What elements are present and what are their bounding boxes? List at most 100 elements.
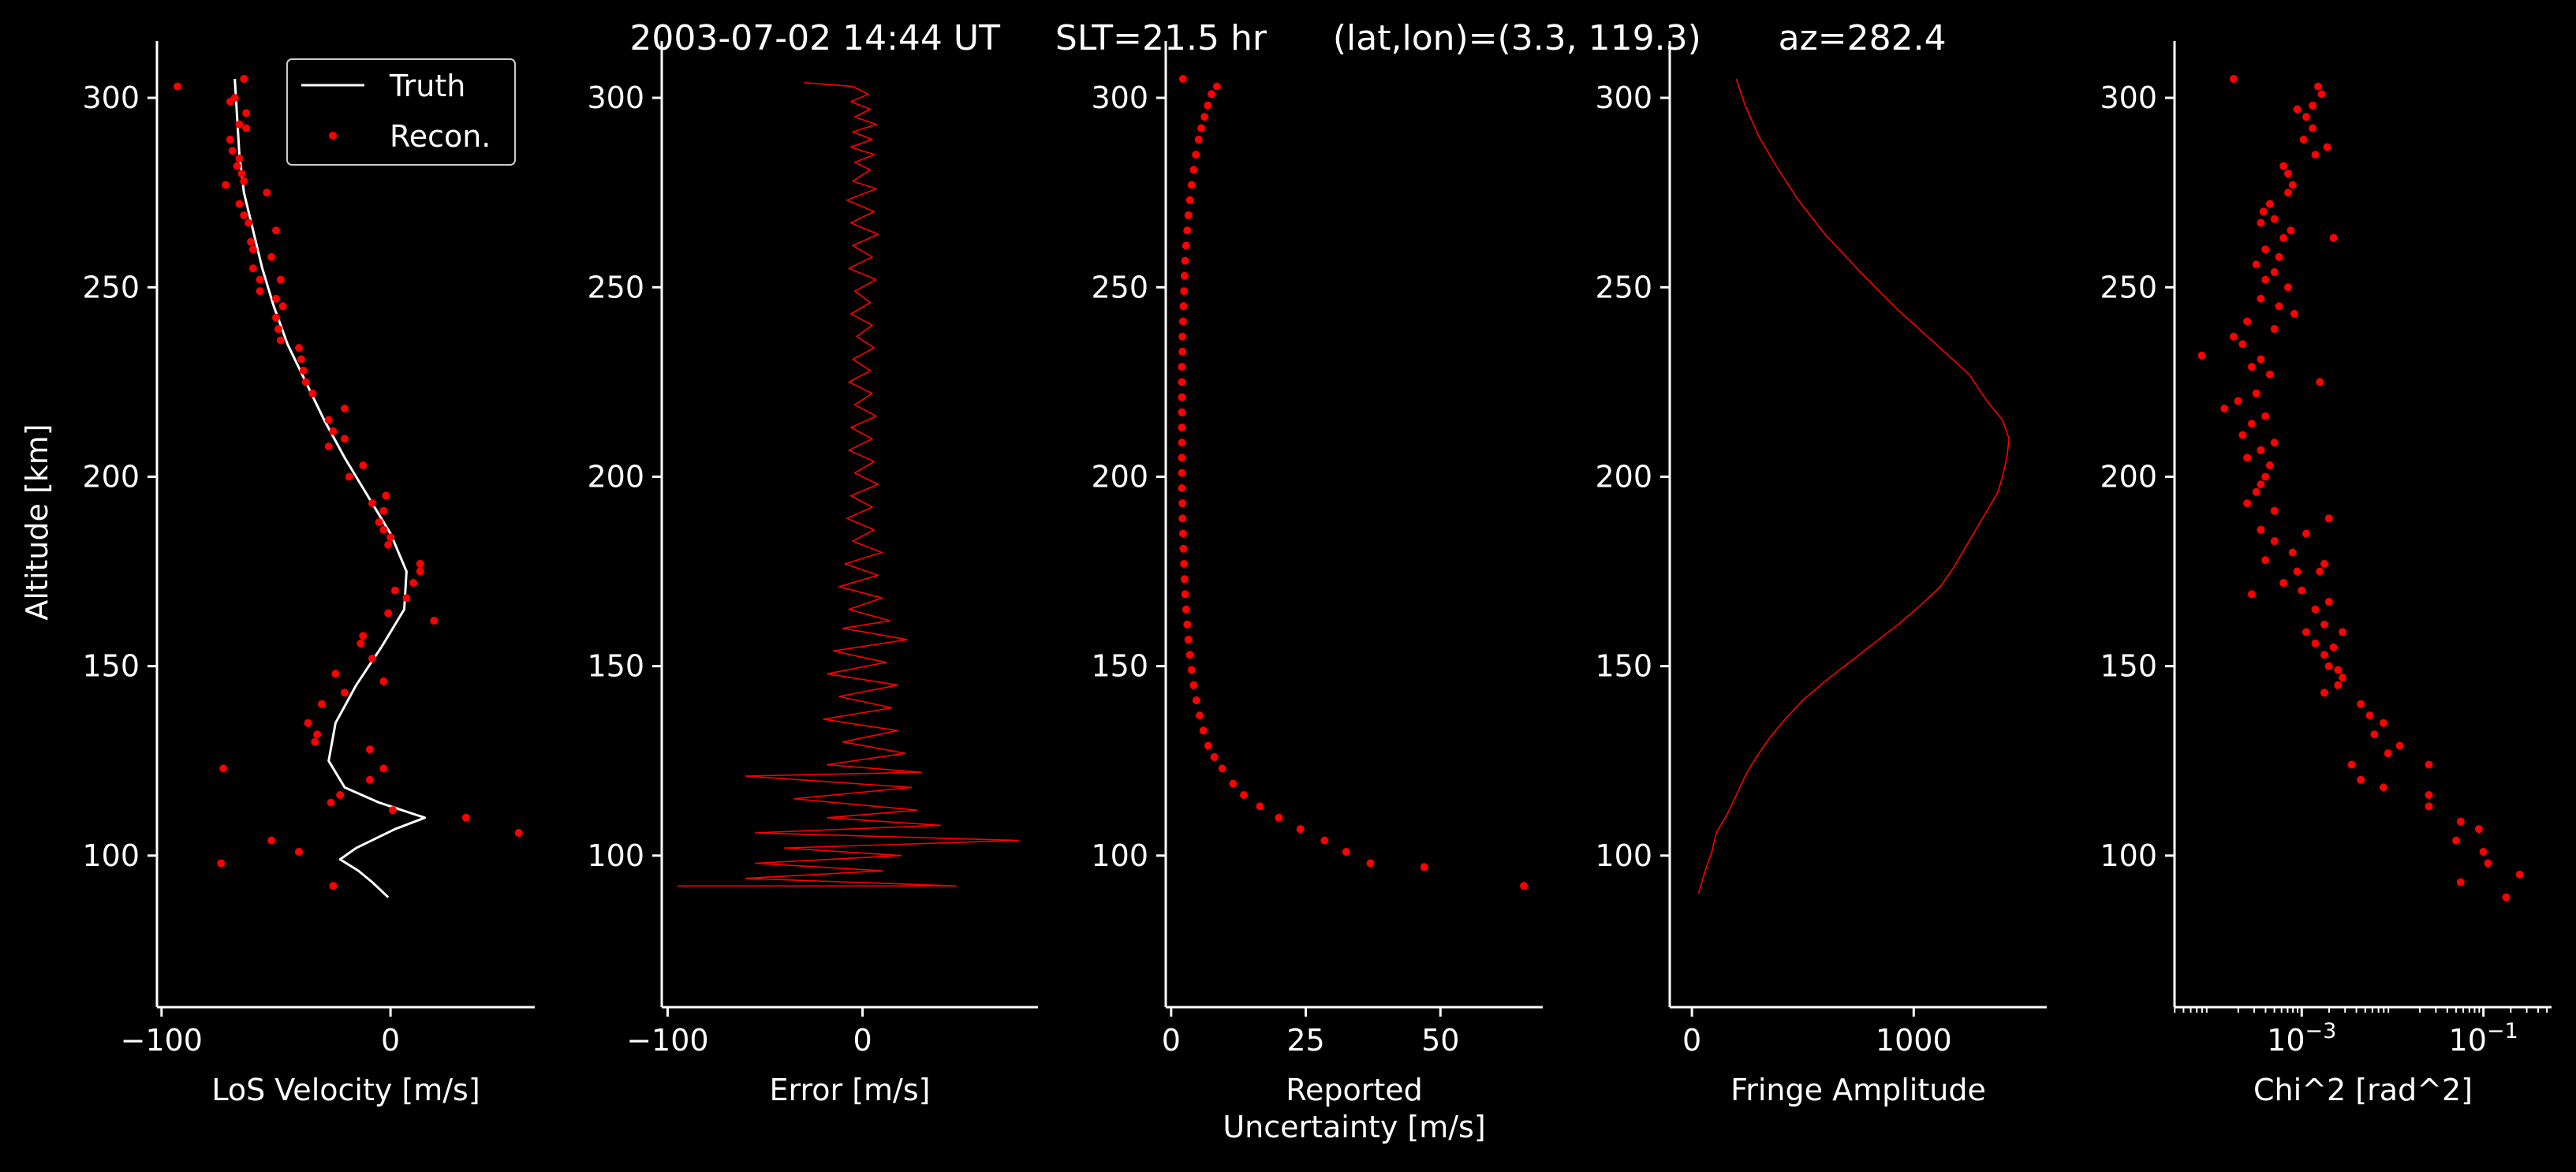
legend: Truth Recon. [286,58,516,166]
data-point [1366,859,1375,868]
y-tick-label: 300 [1091,80,1148,115]
data-point [2284,283,2292,292]
data-point [1275,813,1283,822]
data-point [219,764,228,773]
y-tick-label: 250 [82,270,140,304]
data-point [248,245,257,254]
data-point [329,427,338,435]
y-tick-label: 300 [587,80,644,115]
data-point [2284,170,2292,178]
data-point [2334,681,2343,689]
truth-line [233,78,427,898]
data-point [357,639,365,648]
data-point [430,617,439,625]
data-point [1420,863,1428,872]
data-point [1192,151,1200,159]
data-point [2323,143,2331,151]
y-tick-label: 150 [82,649,140,684]
data-point [248,264,257,273]
data-point [297,355,305,364]
data-point [2257,218,2265,227]
data-point [295,848,303,856]
data-point [1178,393,1186,401]
data-point [1178,483,1186,492]
data-point [2270,268,2279,276]
data-point [1199,726,1208,735]
data-point [2425,760,2433,769]
data-point [1194,135,1203,144]
data-point [1178,468,1186,477]
y-tick-label: 200 [1091,459,1148,494]
data-point [329,882,338,890]
data-point [375,518,383,527]
y-tick-label: 100 [1595,838,1652,873]
data-point [2275,302,2283,311]
data-point [2293,567,2302,576]
data-point [1184,636,1193,644]
data-point [1204,101,1212,110]
data-point [2298,586,2306,595]
data-point [2270,537,2279,546]
x-axis-label: Chi^2 [rad^2] [2253,1073,2473,1107]
data-point [2229,332,2238,341]
data-point [2329,643,2338,651]
data-point [235,200,244,208]
x-axis-label: Error [m/s] [770,1073,931,1107]
data-point [2379,783,2387,792]
data-point [2247,420,2256,428]
data-point [386,533,395,542]
data-point [2261,556,2270,565]
data-point [217,859,226,868]
y-tick-label: 150 [1595,649,1652,684]
data-point [2234,397,2242,405]
x-tick-label: 50 [1421,1023,1459,1058]
data-point [256,275,264,284]
panel-2: 100 150 200 250 300 −100 0 Error [m/s] [587,41,1038,1107]
y-tick-label: 100 [2100,838,2157,873]
data-point [1296,825,1305,834]
data-point [272,294,280,303]
y-tick-label: 200 [1595,459,1652,494]
data-point [2265,370,2274,379]
data-point [2229,75,2238,83]
data-point [1178,424,1186,431]
legend-recon-swatch [329,132,337,140]
data-point [1178,529,1187,538]
data-point [263,188,271,197]
data-point [2357,700,2365,708]
data-point [379,677,388,685]
data-point [2320,689,2328,697]
data-point [240,75,248,83]
data-point [295,344,303,353]
y-tick-label: 250 [587,270,644,304]
data-point [2288,548,2297,557]
data-point [416,567,424,576]
y-tick-label: 150 [587,649,644,684]
data-point [2243,317,2252,326]
data-point [2311,639,2320,648]
data-point [327,798,335,807]
data-point [2238,431,2247,439]
x-axis-label: Fringe Amplitude [1730,1073,1986,1107]
data-point [2293,105,2302,114]
data-point [379,764,388,773]
data-point [2309,124,2317,133]
data-point [402,594,411,603]
data-point [1185,651,1194,659]
data-point [382,491,390,500]
data-point [366,775,374,784]
data-point [2259,207,2268,216]
data-point [1240,791,1248,799]
data-point [301,378,310,386]
data-point [1178,75,1187,83]
data-point [1183,620,1192,629]
data-point [1178,439,1186,447]
data-point [1181,590,1189,599]
data-point [2302,113,2310,121]
data-point [368,499,376,508]
data-point [2456,878,2465,886]
data-point [2302,628,2310,636]
data-point [235,120,244,129]
data-point [2425,802,2433,811]
